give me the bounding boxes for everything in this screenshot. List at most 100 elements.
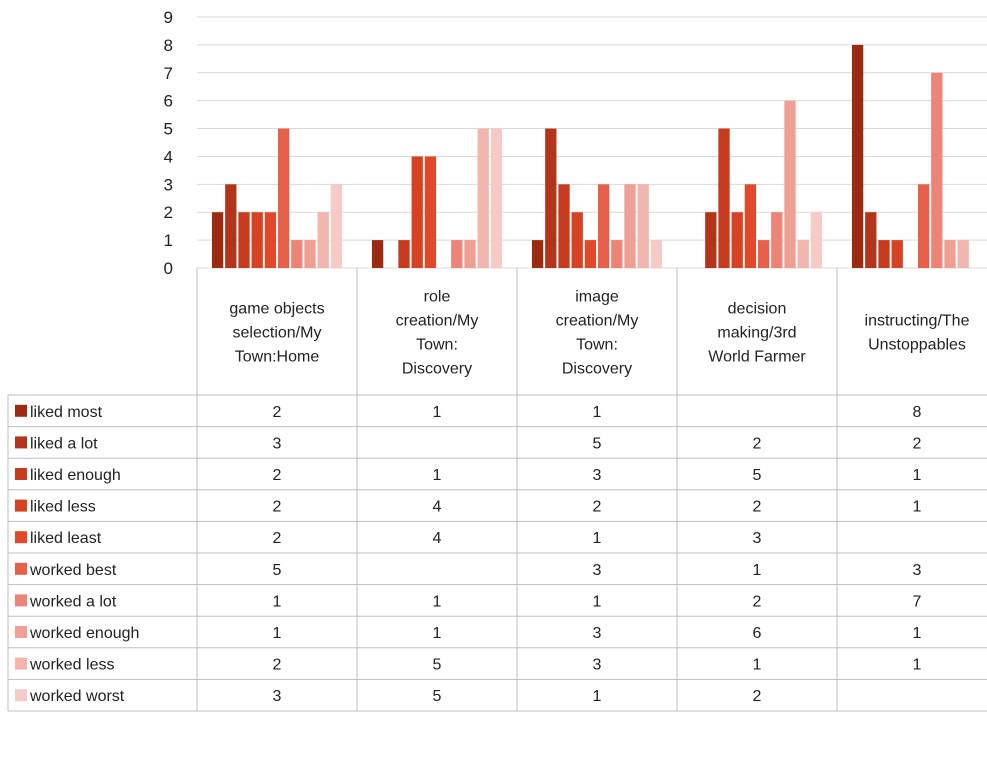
- legend-key: [15, 657, 27, 670]
- category-label: selection/My: [233, 325, 322, 342]
- y-tick-label: 4: [164, 147, 173, 166]
- table-cell: 1: [913, 499, 922, 516]
- legend-label: liked least: [30, 530, 102, 547]
- bar-worked-enough: [784, 100, 796, 269]
- bar-worked-enough: [944, 240, 956, 268]
- legend-key: [15, 436, 27, 449]
- legend-label: worked a lot: [29, 593, 117, 610]
- legend-key: [15, 468, 27, 480]
- table-cell: 2: [913, 435, 922, 452]
- table-cell: 1: [433, 467, 442, 484]
- category-label: game objects: [229, 301, 324, 318]
- category-label: creation/My: [396, 313, 479, 330]
- table-cell: 2: [753, 593, 762, 610]
- table-cell: 3: [593, 657, 602, 674]
- bar-worked-a-lot: [771, 212, 783, 268]
- legend-label: worked enough: [29, 625, 139, 642]
- bar-worked-worst: [330, 184, 343, 268]
- table-cell: 2: [753, 688, 762, 705]
- category-label: decision: [728, 301, 787, 318]
- table-cell: 5: [433, 657, 442, 674]
- bar-worked-best: [917, 184, 930, 268]
- table-cell: 3: [593, 467, 602, 484]
- bar-liked-a-lot: [545, 128, 557, 268]
- table-cell: 5: [433, 688, 442, 705]
- bar-worked-best: [757, 240, 770, 268]
- table-cell: 1: [593, 530, 602, 547]
- table-cell: 2: [593, 499, 602, 516]
- category-label: role: [424, 289, 451, 306]
- table-cell: 1: [913, 467, 922, 484]
- table-cell: 1: [273, 625, 282, 642]
- table-cell: 1: [433, 593, 442, 610]
- table-cell: 3: [273, 435, 282, 452]
- legend-label: worked best: [29, 562, 117, 579]
- bar-liked-less: [891, 240, 903, 268]
- bar-liked-enough: [238, 212, 250, 268]
- bar-worked-less: [797, 240, 809, 268]
- table-cell: 5: [593, 435, 602, 452]
- bar-liked-a-lot: [865, 212, 877, 268]
- bar-worked-enough: [624, 184, 636, 268]
- bar-worked-enough: [464, 240, 476, 268]
- category-label: making/3rd: [717, 325, 796, 342]
- table-cell: 5: [273, 562, 282, 579]
- y-tick-label: 9: [164, 8, 173, 27]
- y-tick-label: 0: [164, 259, 173, 278]
- table-cell: 4: [433, 530, 442, 547]
- category-label: Town:: [416, 337, 458, 354]
- bar-worked-less: [317, 212, 329, 268]
- y-tick-label: 8: [164, 36, 173, 55]
- bar-liked-less: [571, 212, 583, 268]
- table-cell: 3: [273, 688, 282, 705]
- table-cell: 2: [753, 435, 762, 452]
- table-cell: 8: [913, 404, 922, 421]
- bar-worked-less: [477, 128, 489, 268]
- y-tick-label: 5: [164, 120, 173, 139]
- table-cell: 6: [753, 625, 762, 642]
- bar-worked-a-lot: [611, 240, 623, 268]
- table-cell: 7: [913, 593, 922, 610]
- y-tick-label: 1: [164, 231, 173, 250]
- bar-worked-a-lot: [931, 72, 943, 269]
- bar-worked-worst: [650, 240, 663, 268]
- bar-worked-worst: [490, 128, 503, 268]
- legend-key: [15, 531, 27, 544]
- y-tick-label: 2: [164, 203, 173, 222]
- legend-key: [15, 594, 27, 607]
- bar-liked-less: [411, 156, 423, 268]
- bar-liked-enough: [558, 184, 570, 268]
- bar-liked-enough: [398, 240, 410, 268]
- legend-label: liked enough: [30, 467, 121, 484]
- bar-liked-enough: [718, 128, 730, 268]
- category-label: Discovery: [402, 361, 472, 378]
- table-cell: 3: [913, 562, 922, 579]
- table-cell: 2: [273, 530, 282, 547]
- category-label: Unstoppables: [868, 337, 966, 354]
- legend-key: [15, 499, 27, 512]
- y-tick-label: 6: [164, 92, 173, 111]
- bar-worked-best: [277, 128, 290, 268]
- bar-liked-a-lot: [225, 184, 237, 268]
- table-cell: 2: [273, 404, 282, 421]
- legend-label: liked less: [30, 499, 96, 516]
- y-tick-label: 3: [164, 175, 173, 194]
- legend-label: worked worst: [29, 688, 125, 705]
- bar-worked-less: [957, 240, 969, 268]
- bar-worked-less: [637, 184, 649, 268]
- table-cell: 2: [273, 499, 282, 516]
- bar-liked-least: [264, 212, 277, 268]
- legend-label: liked a lot: [30, 435, 98, 452]
- bar-liked-less: [251, 212, 263, 268]
- table-cell: 4: [433, 499, 442, 516]
- bar-liked-least: [424, 156, 437, 268]
- table-cell: 3: [593, 625, 602, 642]
- bar-worked-best: [597, 184, 610, 268]
- legend-key: [15, 626, 27, 638]
- table-cell: 1: [913, 657, 922, 674]
- table-cell: 1: [433, 625, 442, 642]
- legend-key: [15, 562, 27, 575]
- legend-label: liked most: [30, 404, 103, 421]
- category-label: instructing/The: [865, 313, 970, 330]
